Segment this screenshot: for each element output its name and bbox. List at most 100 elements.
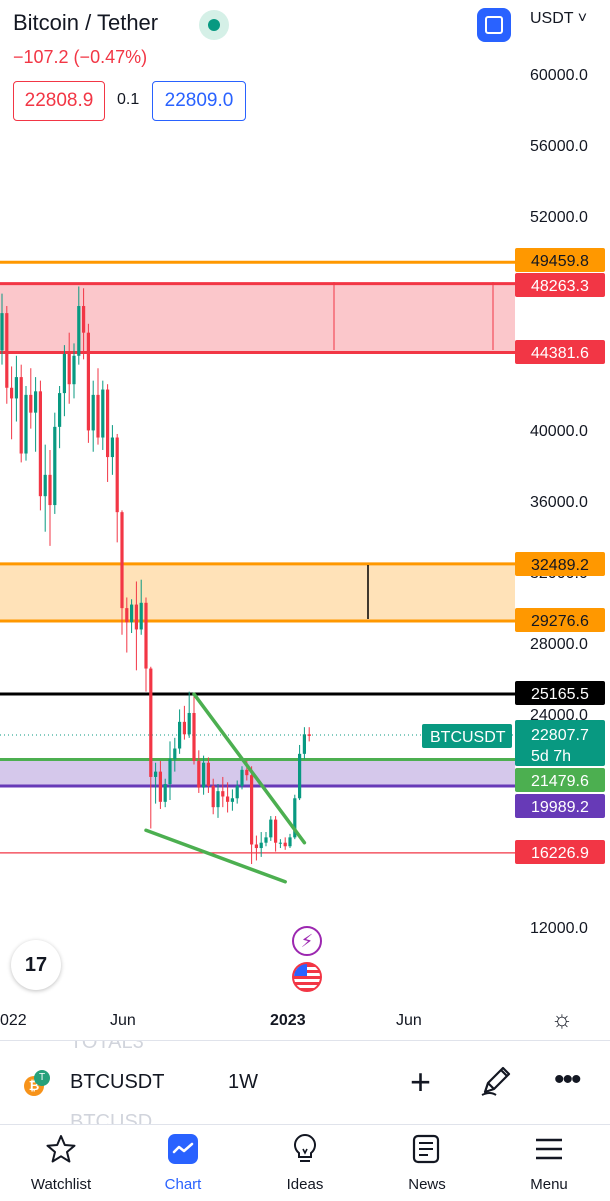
nav-chart[interactable]: Chart <box>133 1125 233 1201</box>
candle-body <box>168 759 172 785</box>
us-flag-icon[interactable] <box>292 962 322 992</box>
price-tag-49459: 49459.8 <box>515 248 605 272</box>
price-tag-25165: 25165.5 <box>515 681 605 705</box>
price-tag-21479: 21479.6 <box>515 768 605 792</box>
candle-body <box>245 769 249 776</box>
fullscreen-icon[interactable] <box>477 8 511 42</box>
candle-body <box>82 306 86 333</box>
price-chart[interactable]: 60000.0 56000.0 52000.0 40000.0 36000.0 … <box>0 0 610 1040</box>
lightning-icon[interactable]: ⚡ <box>292 926 322 956</box>
nav-label: Watchlist <box>30 1176 92 1193</box>
price-label: 36000.0 <box>530 494 588 511</box>
interval-selector[interactable]: 1W <box>228 1071 258 1093</box>
time-label: 022 <box>0 1012 27 1029</box>
price-label: 24000.0 <box>530 707 588 724</box>
candle-body <box>19 377 23 454</box>
settings-icon[interactable]: ☼ <box>551 1006 573 1033</box>
candle-body <box>62 354 66 394</box>
svg-text:32489.2: 32489.2 <box>531 557 589 574</box>
symbol-title[interactable]: Bitcoin / Tether <box>13 10 159 35</box>
nav-label: Chart <box>164 1176 202 1193</box>
nav-label: Ideas <box>286 1176 324 1193</box>
add-icon[interactable]: + <box>410 1061 432 1102</box>
candle-body <box>58 393 62 427</box>
candle-body <box>5 313 9 388</box>
svg-text:16226.9: 16226.9 <box>531 845 589 862</box>
svg-text:22807.7: 22807.7 <box>531 727 589 744</box>
price-tag-32489: 32489.2 <box>515 552 605 576</box>
price-change: −107.2 (−0.47%) <box>13 47 148 67</box>
candle-body <box>187 712 191 735</box>
price-label: 28000.0 <box>530 636 588 653</box>
price-label: 60000.0 <box>530 67 588 84</box>
more-icon[interactable]: ••• <box>554 1063 581 1096</box>
candle-body <box>211 785 215 808</box>
nav-menu[interactable]: Menu <box>499 1125 599 1201</box>
previous-symbol[interactable]: TOTAL3 <box>70 1040 144 1053</box>
price-label: 52000.0 <box>530 209 588 226</box>
candle-body <box>250 775 254 845</box>
chart-icon <box>168 1134 198 1164</box>
horizontal-line-drawings <box>0 260 515 854</box>
zone-fill <box>0 283 515 353</box>
candle-body <box>53 426 57 506</box>
candle-body <box>197 760 201 788</box>
candle-body <box>216 791 220 808</box>
candle-body <box>274 819 278 843</box>
trendline-drawings <box>144 692 307 884</box>
svg-text:44381.6: 44381.6 <box>531 345 589 362</box>
nav-news[interactable]: News <box>377 1125 477 1201</box>
candle-body <box>173 748 177 760</box>
candle-body <box>235 785 239 799</box>
btc-coin-icon: ₿ T <box>24 1070 50 1096</box>
candle-body <box>10 387 14 399</box>
symbol-selector[interactable]: BTCUSDT <box>70 1071 165 1093</box>
candle-body <box>178 721 182 749</box>
news-icon <box>412 1134 440 1164</box>
time-label: Jun <box>110 1012 136 1029</box>
market-status-icon[interactable] <box>199 10 229 40</box>
sell-price-button[interactable]: 22808.9 <box>13 81 105 121</box>
price-label: 12000.0 <box>530 920 588 937</box>
buy-price-button[interactable]: 22809.0 <box>152 81 246 121</box>
candle-body <box>115 437 119 513</box>
candle-body <box>259 842 263 849</box>
candle-body <box>293 798 297 838</box>
candle-body <box>278 842 282 844</box>
trendline <box>144 828 287 884</box>
nav-ideas[interactable]: Ideas <box>255 1125 355 1201</box>
svg-text:29276.6: 29276.6 <box>531 613 589 630</box>
next-symbol[interactable]: BTCUSD <box>70 1111 153 1125</box>
candle-body <box>230 798 234 802</box>
svg-text:49459.8: 49459.8 <box>531 253 589 270</box>
tradingview-logo-icon[interactable]: 17 <box>11 940 61 990</box>
currency-selector[interactable]: USDT ˅ <box>530 10 588 27</box>
star-icon <box>46 1135 76 1163</box>
candle-body <box>158 771 162 802</box>
price-tag-29276: 29276.6 <box>515 608 605 632</box>
candle-body <box>254 844 258 849</box>
candle-body <box>110 437 114 458</box>
candle-body <box>101 389 105 438</box>
pencil-icon[interactable] <box>480 1063 514 1102</box>
candle-body <box>154 771 158 777</box>
zone-fill <box>0 563 515 621</box>
candle-body <box>29 394 33 413</box>
svg-text:BTCUSDT: BTCUSDT <box>430 729 506 746</box>
price-tag-19989: 19989.2 <box>515 794 605 818</box>
candle-body <box>288 837 292 847</box>
candle-body <box>34 391 38 413</box>
candle-body <box>298 753 302 799</box>
nav-watchlist[interactable]: Watchlist <box>11 1125 111 1201</box>
candle-body <box>72 355 76 385</box>
svg-text:21479.6: 21479.6 <box>531 773 589 790</box>
menu-icon <box>536 1138 562 1160</box>
candle-body <box>264 837 268 843</box>
candle-body <box>240 769 244 786</box>
candle-body <box>125 608 129 623</box>
symbol-tag: BTCUSDT <box>422 724 512 748</box>
candle-body <box>38 391 42 497</box>
candle-body <box>14 377 18 399</box>
time-label: Jun <box>396 1012 422 1029</box>
nav-label: News <box>408 1176 446 1193</box>
